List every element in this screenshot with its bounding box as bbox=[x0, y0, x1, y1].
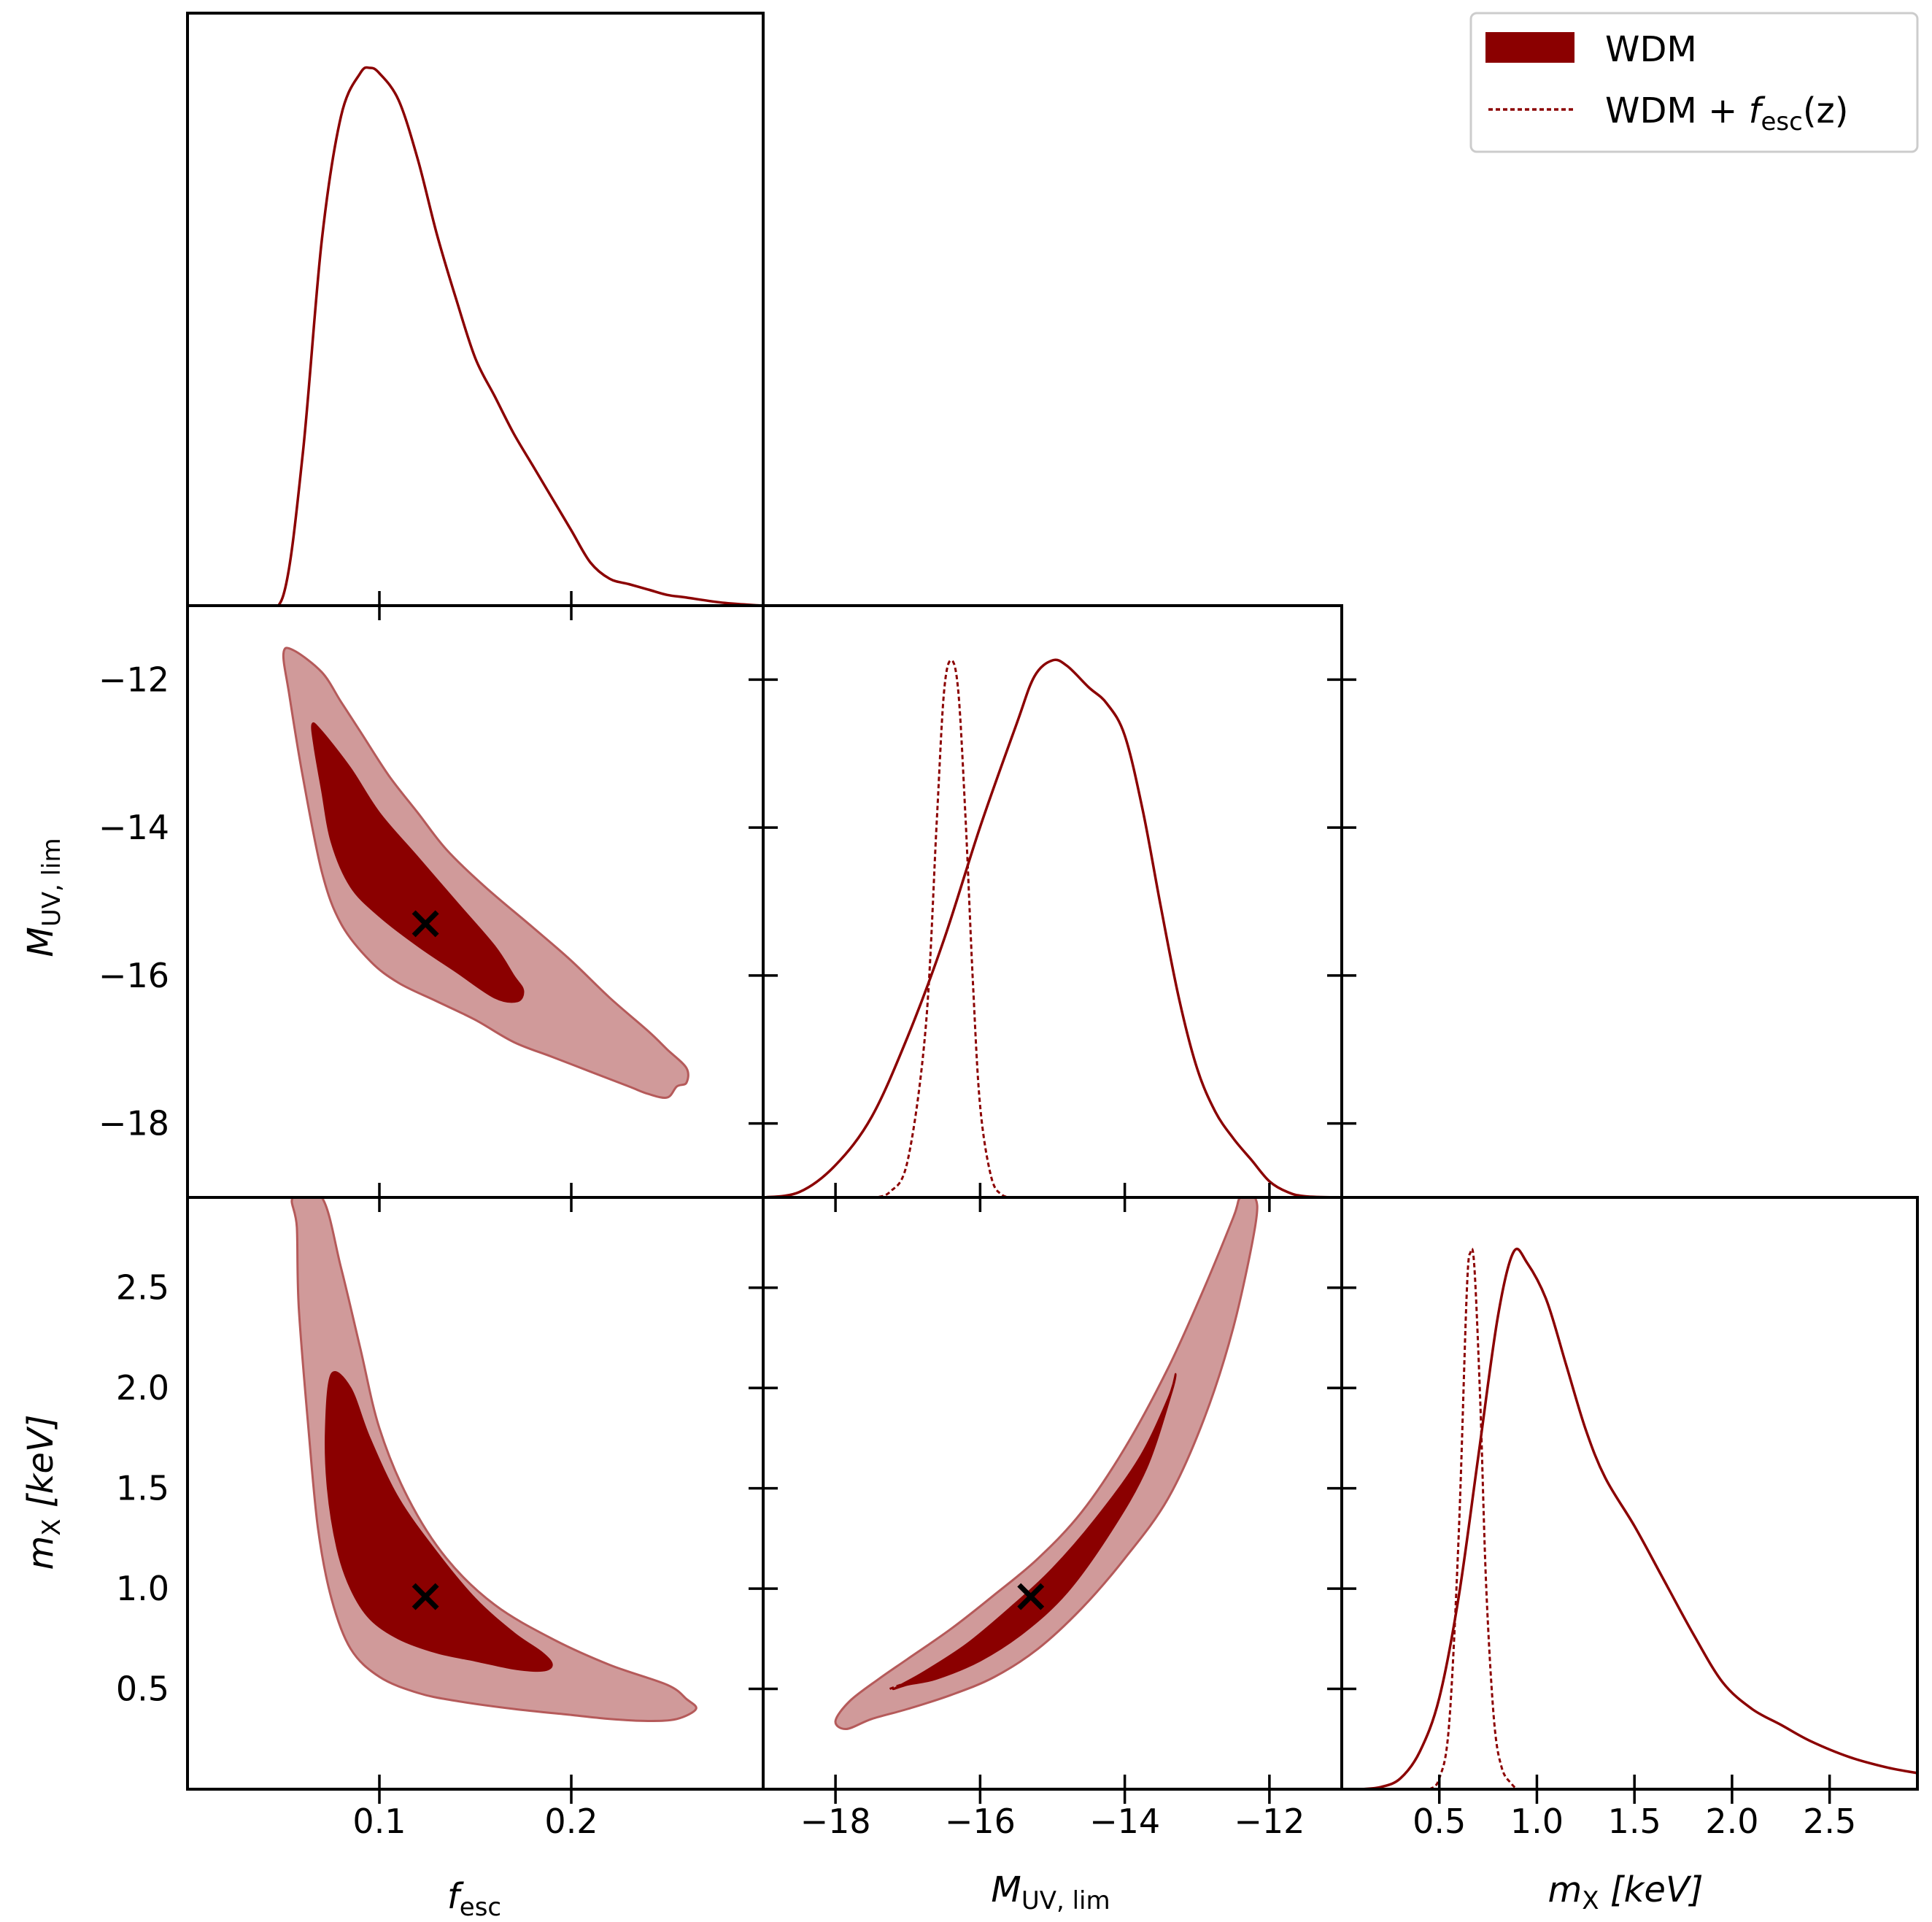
y-tick-label-mx_left: 2.0 bbox=[116, 1368, 169, 1408]
y-tick-label-muv: −16 bbox=[98, 956, 169, 995]
x-tick-label-muv: −16 bbox=[945, 1802, 1016, 1841]
legend: WDM WDM + fesc(z) bbox=[1469, 12, 1919, 153]
contour-muv-mx-outer bbox=[834, 1197, 1259, 1731]
marginal-mx-wdm-fesc-z bbox=[1429, 1247, 1518, 1789]
best-fit-marker-fesc-muv bbox=[411, 910, 439, 938]
x-axis-label-fesc: fesc bbox=[447, 1876, 501, 1922]
x-tick-label-mx_bottom: 2.0 bbox=[1705, 1802, 1758, 1841]
x-tick-label-mx_bottom: 1.0 bbox=[1510, 1802, 1564, 1841]
marginal-fesc-wdm bbox=[258, 66, 763, 606]
y-tick-label-mx_left: 2.5 bbox=[116, 1268, 169, 1308]
x-tick-label-fesc: 0.1 bbox=[352, 1802, 406, 1841]
x-axis-label-mx: mX [keV] bbox=[1548, 1869, 1704, 1915]
x-tick-label-mx_bottom: 0.5 bbox=[1413, 1802, 1466, 1841]
best-fit-marker-fesc-mx bbox=[411, 1583, 439, 1610]
legend-swatch-wdm bbox=[1485, 32, 1574, 63]
y-tick-label-mx_left: 1.0 bbox=[116, 1569, 169, 1608]
panel-frame bbox=[186, 12, 765, 607]
panel-frame bbox=[762, 604, 1343, 1199]
x-tick-label-muv: −14 bbox=[1089, 1802, 1160, 1841]
x-tick-label-mx_bottom: 2.5 bbox=[1803, 1802, 1856, 1841]
panel-frames bbox=[186, 12, 1919, 1791]
panel-frame bbox=[1340, 1196, 1919, 1791]
best-fit-marker-muv-mx bbox=[1017, 1583, 1045, 1610]
tick-marks-and-labels: 0.1 0.2 −18 −16 −14 −12 0.5 1.0 1.5 2.0 2.5 −18 −16 −… bbox=[98, 591, 1856, 1841]
plot-marks bbox=[258, 66, 1917, 1789]
marginal-muv-wdm-fesc-z bbox=[871, 659, 1017, 1197]
x-tick-label-muv: −18 bbox=[800, 1802, 871, 1841]
contour-muv-mx-inner bbox=[892, 1373, 1177, 1691]
contour-muv-mx-wdm-fesc-z bbox=[889, 1667, 938, 1690]
x-tick-label-mx_bottom: 1.5 bbox=[1608, 1802, 1661, 1841]
x-tick-label-muv: −12 bbox=[1234, 1802, 1305, 1841]
contour-fesc-muv-outer bbox=[282, 647, 689, 1099]
legend-label-wdm: WDM bbox=[1605, 29, 1697, 70]
y-tick-label-muv: −18 bbox=[98, 1104, 169, 1143]
y-axis-label-muv: MUV, lim bbox=[20, 838, 66, 957]
y-tick-label-muv: −14 bbox=[98, 808, 169, 847]
y-tick-label-mx_left: 1.5 bbox=[116, 1469, 169, 1508]
y-tick-label-mx_left: 0.5 bbox=[116, 1670, 169, 1709]
x-axis-label-muv: MUV, lim bbox=[991, 1869, 1110, 1915]
contour-fesc-muv-inner bbox=[311, 722, 525, 1003]
y-tick-label-muv: −12 bbox=[98, 660, 169, 699]
y-axis-label-mx: mX [keV] bbox=[20, 1415, 66, 1570]
x-tick-label-fesc: 0.2 bbox=[544, 1802, 598, 1841]
marginal-mx-wdm bbox=[1361, 1247, 1917, 1789]
legend-label-wdm-fesc-z: WDM + fesc(z) bbox=[1605, 90, 1848, 136]
contour-fesc-mx-inner bbox=[325, 1371, 553, 1672]
marginal-muv-wdm bbox=[763, 658, 1342, 1197]
legend-box bbox=[1469, 12, 1919, 153]
